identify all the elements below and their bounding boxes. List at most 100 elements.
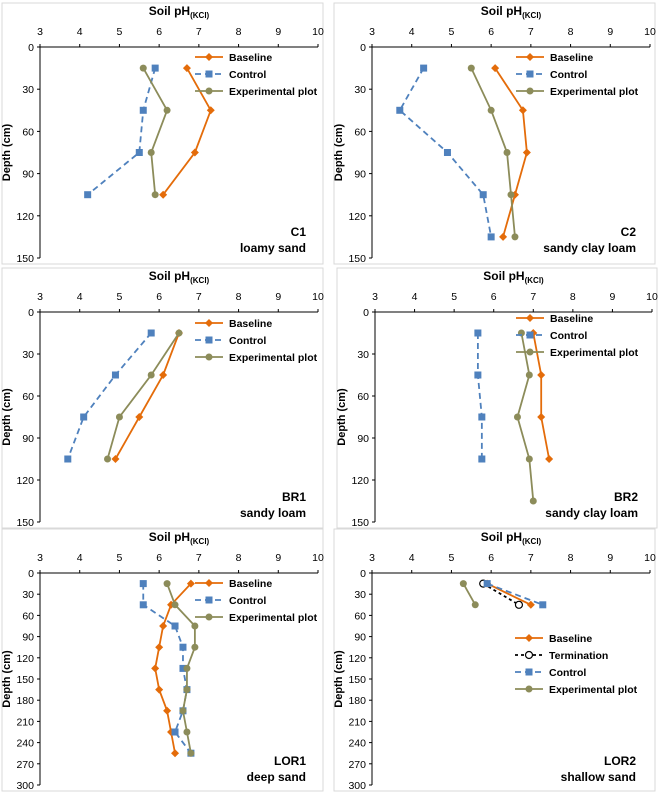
y-tick-label: 0 — [360, 568, 366, 580]
control-point — [443, 149, 451, 156]
experimental-point — [171, 601, 179, 609]
legend-label-termination: Termination — [549, 650, 608, 662]
experimental-point — [163, 106, 171, 114]
series-control — [396, 64, 495, 241]
y-tick-label: 0 — [28, 568, 34, 580]
control-point — [205, 596, 213, 604]
y-tick-label: 120 — [16, 475, 34, 487]
x-tick-label: 4 — [77, 552, 83, 564]
experimental-point — [139, 64, 147, 72]
x-tick-label: 8 — [568, 26, 574, 38]
x-tick-label: 5 — [117, 291, 123, 303]
x-tick-label: 9 — [275, 26, 281, 38]
experimental-point — [503, 149, 511, 156]
control-point — [396, 106, 404, 114]
series-line-baseline — [114, 332, 180, 460]
baseline-point — [491, 64, 500, 73]
x-tick-label: 9 — [275, 552, 281, 564]
x-tick-label: 3 — [37, 552, 43, 564]
baseline-point — [155, 643, 164, 652]
baseline-point — [182, 64, 191, 73]
series-line-control — [66, 332, 152, 460]
legend-label-experimental: Experimental plot — [229, 352, 318, 364]
experimental-point — [526, 87, 534, 95]
baseline-point — [537, 413, 546, 421]
termination-point — [524, 650, 534, 660]
y-axis-title: Depth (cm) — [1, 388, 13, 446]
y-tick-label: 120 — [16, 653, 34, 665]
y-tick-label: 150 — [16, 517, 34, 529]
baseline-point — [537, 371, 546, 379]
control-point — [179, 643, 187, 651]
legend: Baseline Control Experimental plot — [516, 52, 639, 98]
panel-lor2: Soil pH(KCl) 3 4 5 6 7 8 9 10 0 30 60 90 120 150 180 210… — [333, 528, 656, 792]
panel-br1: Soil pH(KCl) 3 4 5 6 7 8 9 10 0 30 60 90 120 150 Depth … — [1, 267, 324, 529]
x-axis-title-sub: (KCl) — [522, 537, 541, 546]
termination-point — [514, 600, 524, 609]
panel-label: LOR2 — [604, 754, 636, 768]
y-tick-label: 60 — [22, 391, 34, 403]
legend: Baseline Control Experimental plot — [195, 578, 318, 624]
y-tick-label: 90 — [22, 169, 34, 181]
legend-label-experimental: Experimental plot — [229, 612, 318, 624]
x-axis-title-sub: (KCl) — [522, 11, 541, 20]
baseline-point — [526, 600, 535, 609]
experimental-point — [151, 191, 159, 199]
x-axis-title-sub: (KCl) — [190, 537, 209, 546]
panel-frame — [1, 267, 324, 529]
control-point — [171, 728, 179, 736]
experimental-point — [191, 643, 199, 651]
y-tick-label: 240 — [16, 738, 34, 750]
x-tick-label: 7 — [528, 26, 534, 38]
legend-label-control: Control — [229, 595, 266, 607]
x-tick-label: 7 — [530, 291, 536, 303]
series-control — [64, 329, 155, 463]
panel-frame — [336, 267, 658, 529]
baseline-point — [499, 232, 508, 241]
y-tick-label: 0 — [363, 307, 369, 319]
legend: Baseline Control Experimental plot — [195, 318, 318, 364]
x-tick-label: 3 — [369, 26, 375, 38]
y-tick-label: 30 — [22, 84, 34, 96]
x-tick-label: 8 — [236, 26, 242, 38]
experimental-point — [147, 371, 155, 379]
y-tick-label: 300 — [16, 780, 34, 792]
control-point — [139, 601, 147, 609]
x-tick-label: 7 — [196, 291, 202, 303]
x-tick-label: 3 — [369, 552, 375, 564]
series-baseline — [151, 579, 195, 758]
control-point — [420, 64, 428, 72]
panel-frame — [333, 2, 656, 265]
panel-c1: Soil pH(KCl) 3 4 5 6 7 8 9 10 0 30 60 90 120 150 Depth … — [1, 2, 324, 265]
control-point — [483, 580, 491, 588]
series-experimental — [163, 580, 199, 757]
y-axis-title: Depth (cm) — [1, 650, 13, 708]
x-tick-label: 4 — [412, 291, 418, 303]
legend-label-baseline: Baseline — [229, 578, 272, 590]
experimental-point — [147, 149, 155, 156]
y-tick-label: 120 — [348, 211, 366, 223]
experimental-point — [175, 329, 183, 337]
x-tick-label: 6 — [488, 26, 494, 38]
y-tick-label: 120 — [351, 475, 369, 487]
series-baseline — [111, 329, 183, 463]
x-tick-label: 3 — [37, 26, 43, 38]
series-control — [483, 580, 547, 609]
x-tick-label: 8 — [570, 291, 576, 303]
y-axis-title: Depth (cm) — [333, 123, 345, 181]
control-point — [111, 371, 119, 379]
soil-type-label: deep sand — [247, 770, 306, 784]
series-baseline — [159, 64, 215, 199]
x-axis-title-sub: (KCl) — [525, 276, 544, 285]
experimental-point — [529, 497, 537, 505]
y-tick-label: 60 — [22, 126, 34, 138]
control-point — [474, 371, 482, 379]
control-point — [139, 106, 147, 114]
series-line-control — [87, 67, 157, 196]
control-point — [479, 191, 487, 199]
experimental-point — [471, 601, 479, 609]
experimental-point — [205, 613, 213, 621]
x-axis-title-main: Soil pH — [481, 4, 522, 18]
baseline-point — [526, 314, 534, 322]
baseline-point — [545, 455, 554, 463]
